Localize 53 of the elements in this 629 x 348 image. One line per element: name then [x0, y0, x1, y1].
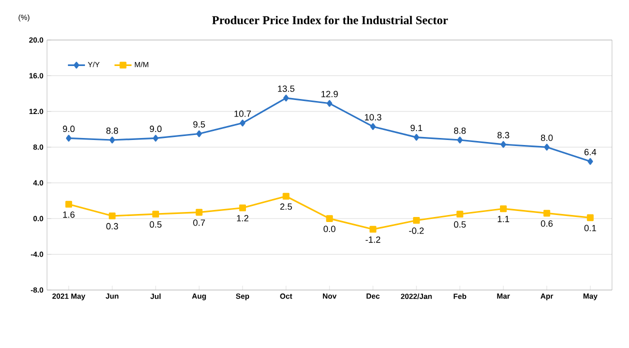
point [152, 210, 160, 218]
data-label: 0.7 [193, 219, 205, 226]
data-label: 0.1 [584, 224, 596, 232]
point [326, 100, 332, 107]
data-label: 9.0 [62, 126, 75, 132]
data-label: 12.9 [321, 90, 338, 98]
point [283, 94, 289, 102]
data-label: 2.5 [280, 203, 292, 210]
point [326, 215, 333, 222]
point [500, 141, 506, 148]
point [588, 158, 594, 165]
data-label: -0.2 [409, 228, 424, 234]
data-label: 9.1 [410, 124, 422, 132]
point [543, 210, 550, 217]
data-label: 0.5 [150, 221, 162, 228]
point [109, 136, 115, 144]
data-label: 0.5 [454, 221, 466, 228]
point [282, 192, 290, 200]
data-label: 0.6 [540, 220, 553, 227]
data-label: -1.2 [366, 236, 380, 243]
point [239, 204, 246, 212]
data-label: 13.5 [278, 86, 294, 92]
point [370, 123, 376, 130]
point [414, 134, 420, 141]
data-label: 10.7 [234, 110, 251, 117]
point [240, 120, 246, 126]
data-label: 9.0 [150, 126, 162, 132]
point [500, 205, 507, 212]
data-label: 1.2 [237, 215, 248, 222]
point [152, 134, 158, 142]
data-label: 0.0 [324, 226, 336, 232]
point [66, 134, 72, 142]
data-label: 8.0 [540, 134, 553, 141]
data-label: 8.8 [106, 127, 118, 134]
point [586, 214, 594, 222]
point [370, 226, 376, 233]
data-label: 1.6 [63, 211, 75, 218]
data-label: 1.1 [498, 216, 510, 222]
data-label: 8.3 [498, 132, 510, 138]
chart-title: Producer Price Index for the Industrial Sector [212, 16, 448, 24]
data-label: 0.3 [106, 223, 118, 230]
point [456, 210, 464, 218]
point [108, 212, 116, 220]
point [196, 130, 202, 138]
point [457, 136, 463, 144]
data-label: 10.3 [364, 114, 382, 120]
point [65, 200, 72, 208]
point [413, 216, 420, 224]
point [544, 144, 550, 151]
data-label: 6.4 [584, 148, 596, 156]
data-label: 9.5 [193, 121, 205, 128]
point [196, 208, 203, 216]
data-label: 8.8 [454, 127, 466, 134]
